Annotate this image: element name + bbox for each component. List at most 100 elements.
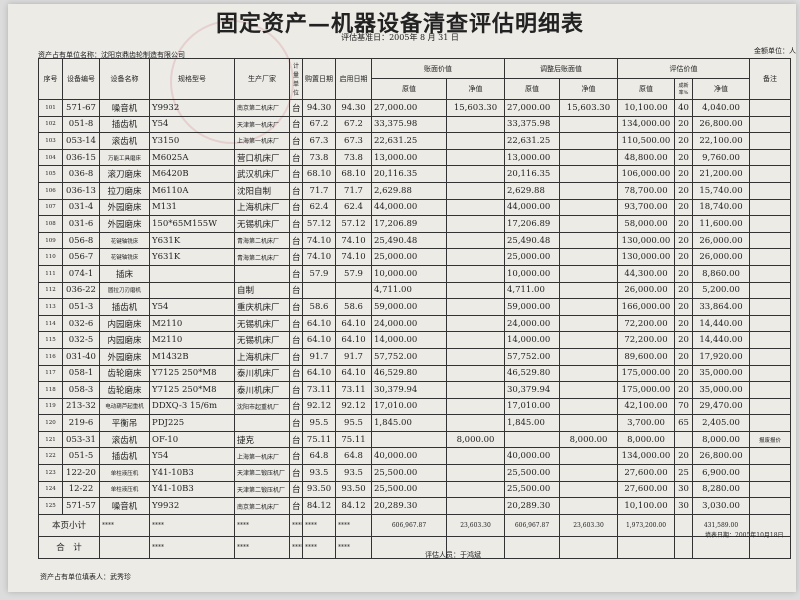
cell-adj-orig: 59,000.00 [504,298,560,316]
subtotal-cell-book-orig: 606,967.87 [371,513,447,537]
col-book-orig: 原值 [371,78,447,100]
cell-book-net [446,298,505,316]
total-cell-spec: **** [149,535,235,559]
cell-rate: 20 [674,148,693,167]
cell-name: 插齿机 [99,447,150,466]
cell-book-net [446,165,505,183]
cell-book-orig: 40,000.00 [371,447,447,466]
cell-appr-net: 4,040.00 [692,99,750,117]
cell-appr-orig: 175,000.00 [617,381,675,399]
cell-appr-net: 33,864.00 [692,298,750,316]
cell-spec: M2110 [149,314,235,333]
cell-maker: 上海机床厂 [234,347,290,366]
cell-spec: Y54 [149,115,235,134]
cell-rate: 20 [674,281,693,300]
cell-unit: 台 [289,281,303,300]
cell-name: 齿轮磨床 [99,364,150,383]
cell-appr-net: 11,600.00 [692,215,750,233]
cell-maker: 天津第二锻压机厂 [234,464,290,482]
cell-maker: 武汉机床厂 [234,165,290,183]
cell-book-net [446,148,505,167]
cell-appr-orig: 175,000.00 [617,364,675,383]
cell-purchase: 93.5 [302,464,336,482]
table-row: 123 122-20 单柱液压机 Y41-10B3 天津第二锻压机厂台 93.5 93.5 2… [38,464,791,482]
cell-purchase: 64.8 [302,447,336,466]
cell-code: 036-13 [62,181,100,200]
cell-adj-orig: 1,845.00 [504,414,560,432]
cell-code: 031-4 [62,198,100,217]
cell-rate: 20 [674,165,693,183]
cell-start: 73.8 [335,148,372,167]
cell-appr-orig: 110,500.00 [617,132,675,150]
cell-name: 平衡吊 [99,414,150,432]
cell-maker: 自制 [234,281,290,300]
cell-adj-net [559,397,618,416]
subtotal-cell-adj-orig: 606,967.87 [504,513,560,537]
cell-spec: M6025A [149,148,235,167]
cell-spec: Y3150 [149,132,235,150]
cell-rate [674,430,693,449]
cell-seq: 123 [38,464,63,482]
cell-remark [749,99,791,117]
cell-appr-orig: 58,000.00 [617,215,675,233]
cell-adj-net [559,115,618,134]
table-row: 110 056-7 花键轴铣床 Y631K 青海第二机床厂台 74.10 74.10 25,0… [38,248,791,266]
total-row: 合 计******************** [38,535,791,559]
cell-appr-orig: 134,000.00 [617,447,675,466]
cell-appr-orig: 42,100.00 [617,397,675,416]
cell-appr-orig: 106,000.00 [617,165,675,183]
cell-start: 64.10 [335,314,372,333]
cell-code: 058-3 [62,381,100,399]
cell-code: 032-6 [62,314,100,333]
cell-book-orig: 46,529.80 [371,364,447,383]
col-rate: 成新率% [674,78,693,100]
cell-adj-net [559,181,618,200]
subtotal-cell-unit: **** [289,513,303,537]
cell-adj-orig: 25,500.00 [504,464,560,482]
cell-purchase: 64.10 [302,364,336,383]
table-row: 106 036-13 拉刀磨床 M6110A 沈阳自制台 71.7 71.7 2,629.88… [38,181,791,200]
col-book: 账面价值 [371,58,505,79]
cell-adj-orig: 25,000.00 [504,248,560,266]
table-row: 113 051-3 插齿机 Y54 重庆机床厂台 58.6 58.6 59,000.00 59,… [38,298,791,316]
cell-purchase: 68.10 [302,165,336,183]
cell-adj-orig: 14,000.00 [504,331,560,349]
cell-unit: 台 [289,314,303,333]
cell-maker: 无锡机床厂 [234,314,290,333]
cell-adj-net [559,231,618,250]
table-row: 125 571-57 噪音机 Y9932 南京第二机床厂台 84.12 84.12 20,28… [38,497,791,515]
cell-appr-net: 9,760.00 [692,148,750,167]
cell-appr-net: 2,405.00 [692,414,750,432]
total-cell-remark [749,535,791,559]
cell-spec: M2110 [149,331,235,349]
cell-adj-orig: 40,000.00 [504,447,560,466]
col-adjusted: 调整后账面值 [504,58,618,79]
cell-appr-orig: 8,000.00 [617,430,675,449]
cell-start: 64.10 [335,364,372,383]
cell-adj-orig: 44,000.00 [504,198,560,217]
currency-unit: 金额单位：人 [754,47,796,55]
cell-start: 64.10 [335,331,372,349]
subtotal-cell-name: **** [99,513,150,537]
cell-book-orig: 57,752.00 [371,347,447,366]
cell-remark [749,331,791,349]
cell-name: 滚刀磨床 [99,165,150,183]
cell-adj-orig: 24,000.00 [504,314,560,333]
cell-unit: 台 [289,165,303,183]
cell-name: 滚齿机 [99,132,150,150]
table-row: 116 031-40 外园磨床 M1432B 上海机床厂台 91.7 91.7 57,752.… [38,347,791,366]
cell-book-net [446,347,505,366]
cell-start: 67.3 [335,132,372,150]
cell-start: 94.30 [335,99,372,117]
cell-code: 031-40 [62,347,100,366]
cell-rate: 65 [674,414,693,432]
cell-unit: 台 [289,264,303,283]
cell-remark [749,264,791,283]
cell-appr-orig: 10,100.00 [617,99,675,117]
cell-purchase: 74.10 [302,248,336,266]
cell-unit: 台 [289,115,303,134]
cell-adj-orig: 20,116.35 [504,165,560,183]
cell-adj-orig: 17,206.89 [504,215,560,233]
cell-maker [234,414,290,432]
cell-start: 91.7 [335,347,372,366]
